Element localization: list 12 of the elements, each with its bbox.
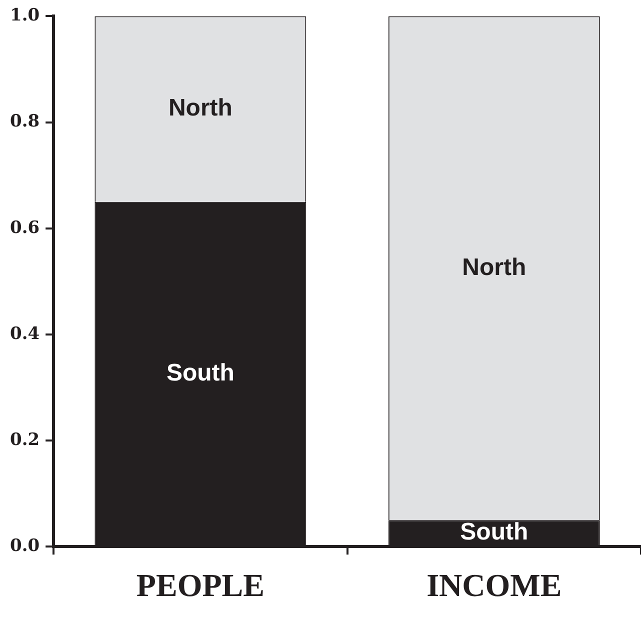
x-tick-label: INCOME <box>426 567 562 604</box>
series-label: South <box>460 518 528 546</box>
text: South <box>166 359 234 386</box>
y-tick-label: 0.4 <box>10 324 40 344</box>
x-tick-label: PEOPLE <box>136 567 264 604</box>
y-tick-label: 0.0 <box>10 536 40 556</box>
y-tick-label: 0.2 <box>10 430 40 450</box>
y-tick-label: 1.0 <box>10 6 40 26</box>
y-tick-label: 0.8 <box>10 112 40 132</box>
text: North <box>168 94 232 122</box>
series-label: North <box>462 254 526 281</box>
y-tick-label: 0.6 <box>10 218 40 238</box>
